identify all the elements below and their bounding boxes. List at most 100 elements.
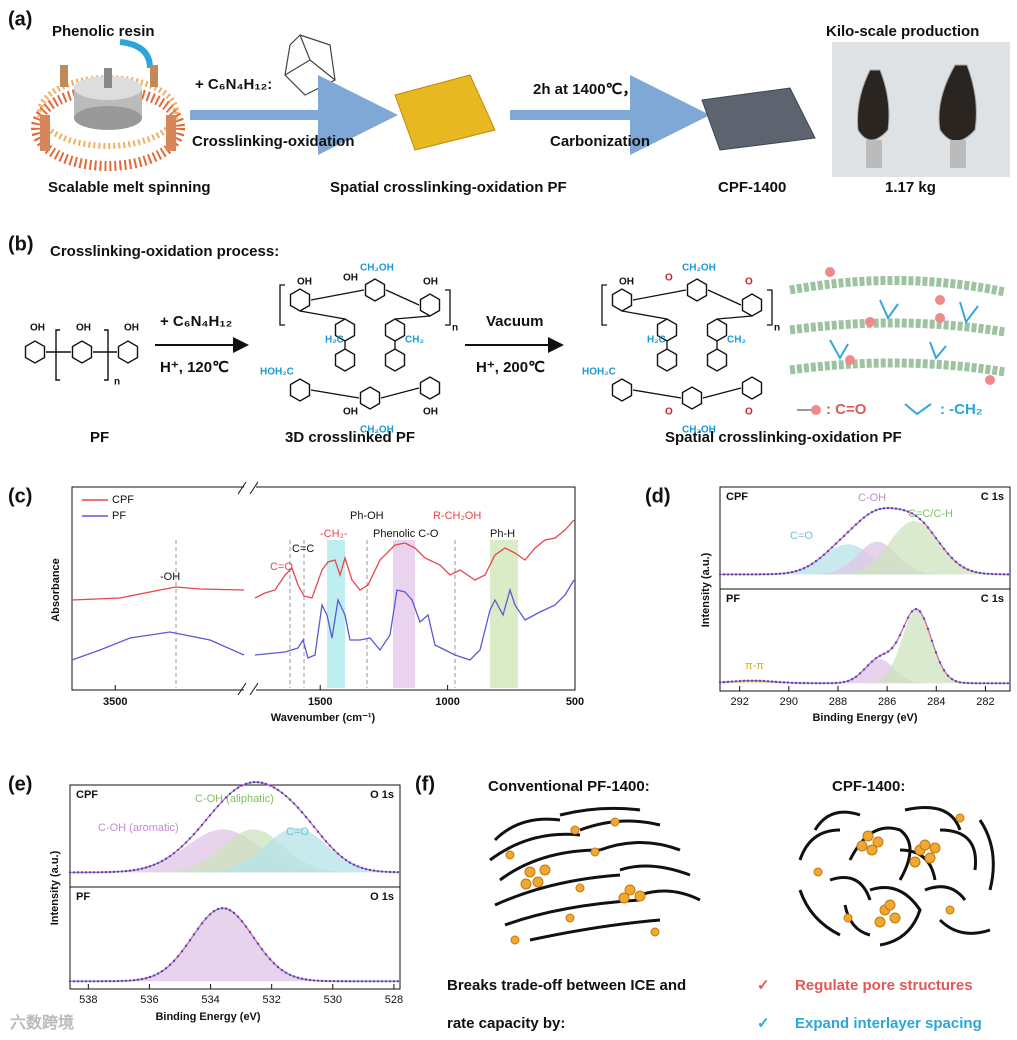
raw-data-point — [850, 677, 854, 681]
axis-break — [244, 480, 256, 695]
raw-data-point — [92, 871, 96, 874]
raw-data-point — [272, 786, 276, 789]
peak-annotation: C-OH (aromatic) — [98, 822, 179, 834]
panel-label: (c) — [8, 485, 32, 507]
atom-label: n — [114, 377, 120, 388]
y-axis-label: Absorbance — [50, 558, 62, 622]
raw-data-point — [774, 572, 778, 576]
benzene-ring — [706, 348, 728, 372]
raw-data-point — [782, 572, 786, 575]
raw-data-point — [890, 646, 894, 650]
raw-data-point — [798, 681, 802, 685]
raw-data-point — [838, 538, 842, 542]
raw-data-point — [224, 907, 228, 910]
caption: Spatial crosslinking-oxidation PF — [665, 429, 902, 446]
raw-data-point — [168, 963, 172, 967]
raw-data-point — [372, 869, 376, 872]
raw-data-point — [962, 566, 966, 569]
scheme-title: Conventional PF-1400: — [488, 778, 650, 795]
atom-label: CH₂ — [727, 335, 746, 346]
raw-data-point — [998, 682, 1002, 685]
atom-label: O — [665, 273, 673, 284]
condition: 2h at 1400℃，N₂ — [533, 81, 655, 98]
raw-data-point — [966, 681, 970, 685]
raw-data-point — [268, 957, 272, 961]
pores-cpf — [798, 806, 995, 947]
caption: Scalable melt spinning — [48, 179, 211, 196]
axis-break — [237, 481, 259, 696]
raw-data-point — [208, 913, 212, 916]
panel-label: (e) — [8, 773, 32, 795]
raw-data-point — [204, 917, 208, 920]
raw-data-point — [842, 534, 846, 538]
raw-data-point — [192, 933, 196, 936]
raw-data-point — [76, 871, 80, 874]
raw-data-point — [360, 866, 364, 870]
benzene-ring — [334, 348, 356, 372]
raw-data-point — [132, 868, 136, 872]
raw-data-point — [810, 562, 814, 566]
fit-peak — [720, 610, 1010, 684]
fit-peak — [720, 541, 1010, 575]
peak-annotation: -OH — [160, 571, 180, 583]
raw-data-point — [172, 959, 176, 963]
raw-data-point — [834, 542, 838, 545]
raw-data-point — [790, 570, 794, 574]
raw-data-point — [128, 979, 132, 982]
raw-data-point — [360, 980, 364, 983]
raw-data-point — [248, 930, 252, 934]
raw-data-point — [770, 572, 774, 576]
fit-peak — [70, 908, 400, 982]
raw-data-point — [834, 681, 838, 685]
raw-data-point — [144, 976, 148, 980]
raw-data-point — [950, 556, 954, 560]
atom-label: n — [452, 323, 458, 334]
atom-label: CH₂OH — [360, 263, 394, 274]
raw-data-point — [898, 633, 902, 637]
raw-data-point — [84, 871, 88, 874]
raw-data-point — [954, 560, 958, 564]
raw-data-point — [76, 980, 80, 983]
raw-data-point — [304, 815, 308, 819]
raw-data-point — [874, 657, 878, 660]
legend-key — [904, 403, 932, 416]
raw-data-point — [120, 979, 124, 983]
peak-annotation: C=C — [292, 543, 314, 555]
raw-data-point — [344, 858, 348, 862]
raw-data-point — [858, 672, 862, 675]
raw-data-point — [72, 980, 76, 983]
step: Carbonization — [550, 133, 650, 150]
layers-conventional — [489, 806, 701, 942]
raw-data-point — [240, 920, 244, 923]
raw-data-point — [962, 681, 966, 685]
raw-data-point — [356, 980, 360, 983]
atom-label: O — [665, 407, 673, 418]
raw-data-point — [128, 869, 132, 872]
raw-data-point — [216, 804, 220, 808]
raw-data-point — [68, 871, 72, 874]
raw-data-point — [300, 977, 304, 980]
benzene-ring — [681, 386, 703, 410]
x-tick-label: 286 — [878, 696, 896, 708]
raw-data-point — [826, 549, 830, 553]
raw-data-point — [742, 573, 746, 576]
raw-data-point — [730, 573, 734, 576]
x-axis-label: Binding Energy (eV) — [812, 712, 917, 724]
raw-data-point — [280, 791, 284, 795]
raw-data-point — [212, 909, 216, 913]
peak-annotation: C=O — [790, 530, 813, 542]
benzene-ring — [289, 288, 311, 312]
raw-data-point — [986, 572, 990, 576]
raw-data-point — [738, 679, 742, 683]
core-level: C 1s — [981, 593, 1004, 605]
raw-data-point — [260, 948, 264, 951]
raw-data-point — [328, 979, 332, 983]
raw-data-point — [994, 682, 998, 685]
y-axis-label: Intensity (a.u.) — [700, 552, 712, 627]
raw-data-point — [906, 510, 910, 513]
raw-data-point — [236, 915, 240, 918]
raw-data-point — [328, 844, 332, 847]
raw-data-point — [396, 980, 400, 983]
raw-data-point — [340, 980, 344, 983]
